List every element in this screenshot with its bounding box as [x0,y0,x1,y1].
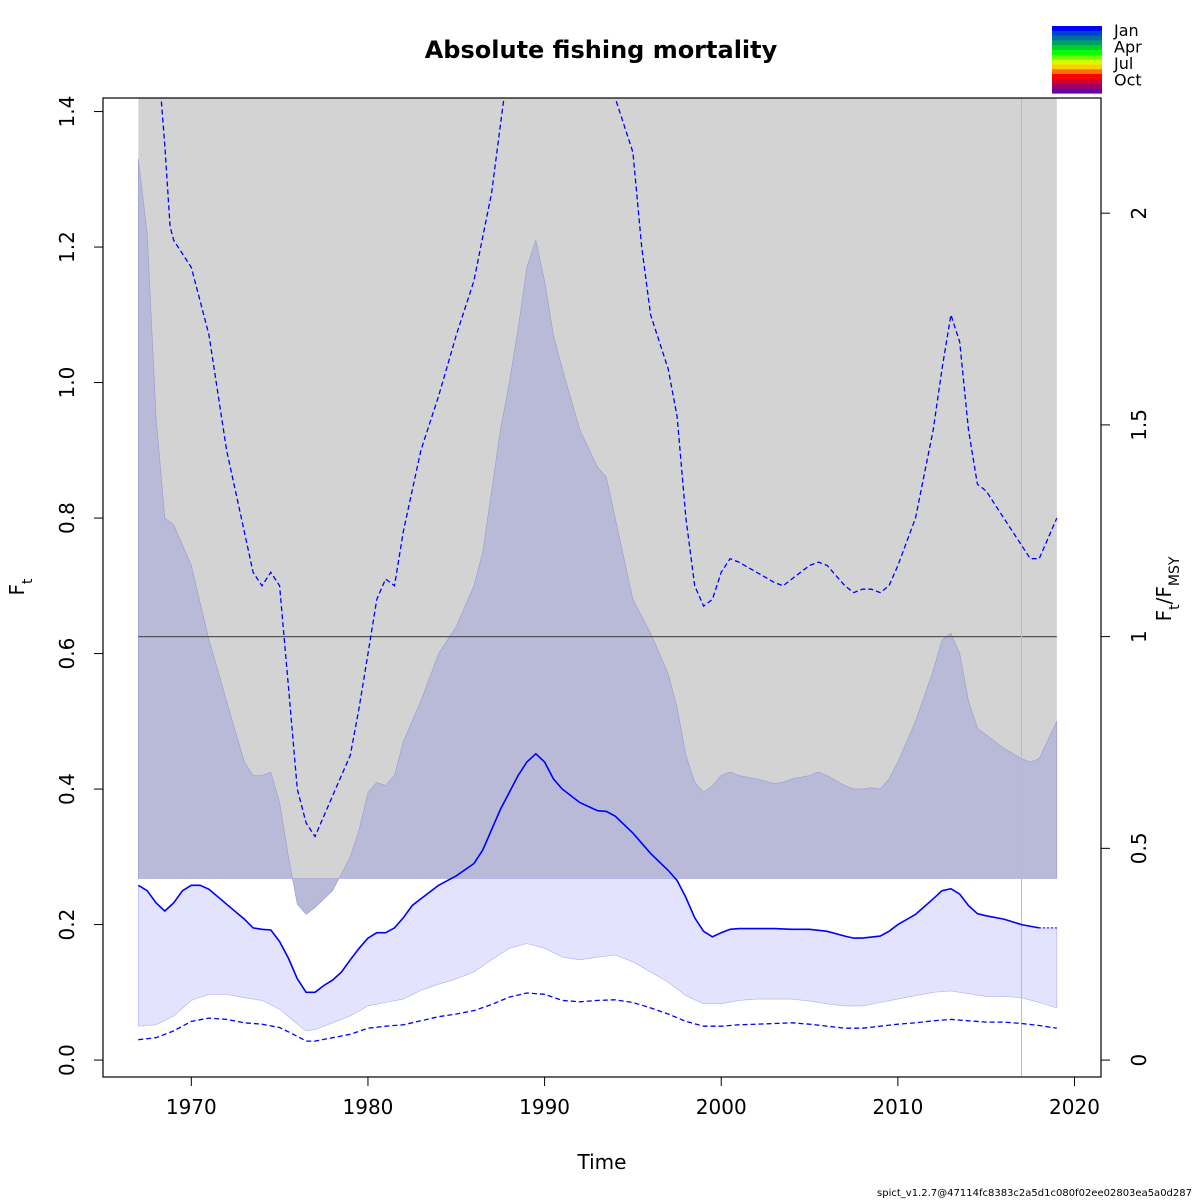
legend-color-swatch [1052,45,1102,51]
y-tick-label: 0.2 [55,909,79,941]
y-tick-label: 0.8 [55,502,79,534]
legend-month-label: Jan [1113,21,1139,40]
legend-color-swatch [1052,35,1102,41]
x-tick-label: 1980 [343,1095,394,1119]
x-tick-label: 1970 [166,1095,217,1119]
legend-color-swatch [1052,83,1102,89]
legend-month-label: Oct [1114,71,1142,90]
chart-title: Absolute fishing mortality [425,36,778,64]
y-tick-label: 1.4 [55,96,79,128]
legend-color-swatch [1052,74,1102,80]
legend-month-label: Jul [1113,54,1133,73]
y-tick-label: 1.2 [55,231,79,263]
y2-tick-label: 1 [1127,630,1151,643]
legend-color-swatch [1052,50,1102,56]
y2-tick-label: 0.5 [1127,832,1151,864]
y2-tick-label: 2 [1127,207,1151,220]
series-estimate-line [137,752,1040,994]
y-axis-label: Ft [5,578,36,596]
series-upper-ci-line [614,98,1058,608]
y2-axis-label-main: F [1152,610,1176,622]
legend-color-swatch [1052,26,1102,32]
y2-tick-label: 1.5 [1127,409,1151,441]
legend-color-swatch [1052,40,1102,46]
y-tick-label: 0.4 [55,773,79,805]
legend-color-swatch [1052,64,1102,70]
y2-axis-label-sub1: t [1167,604,1183,610]
y-tick-label: 1.0 [55,367,79,399]
x-axis-label: Time [577,1150,627,1174]
x-tick-label: 2000 [696,1095,747,1119]
legend-color-swatch [1052,59,1102,65]
y-axis-label-sub: t [20,578,36,584]
y-tick-label: 0.6 [55,638,79,670]
legend-color-swatch [1052,30,1102,36]
inner-ci-band [138,158,1058,915]
y-tick-label: 0.0 [55,1044,79,1076]
legend-color-swatch [1052,78,1102,84]
x-tick-label: 1990 [519,1095,570,1119]
axes: 1970 1980 1990 2000 2010 2020 0.0 0.2 0.4 0.6 0.8 1… [55,96,1151,1119]
y2-axis-label-slash: /F [1152,586,1176,604]
legend-color-swatch [1052,69,1102,75]
footnote: spict_v1.2.7@47114fc8383c2a5d1c080f02ee0… [877,1188,1192,1199]
y-axis-label-main: F [5,584,29,596]
legend-month-label: Apr [1114,38,1142,57]
y2-tick-label: 0 [1127,1054,1151,1067]
series-lower-ci-line [138,992,1057,1042]
x-tick-label: 2010 [872,1095,923,1119]
x-tick-label: 2020 [1049,1095,1100,1119]
plot-region [137,98,1058,1077]
legend-color-swatch [1052,88,1102,94]
legend-color-swatch [1052,54,1102,60]
y2-axis-label-sub2: MSY [1167,556,1183,586]
series-upper-ci-line [160,98,505,838]
y2-axis-label: Ft/FMSY [1152,556,1183,621]
